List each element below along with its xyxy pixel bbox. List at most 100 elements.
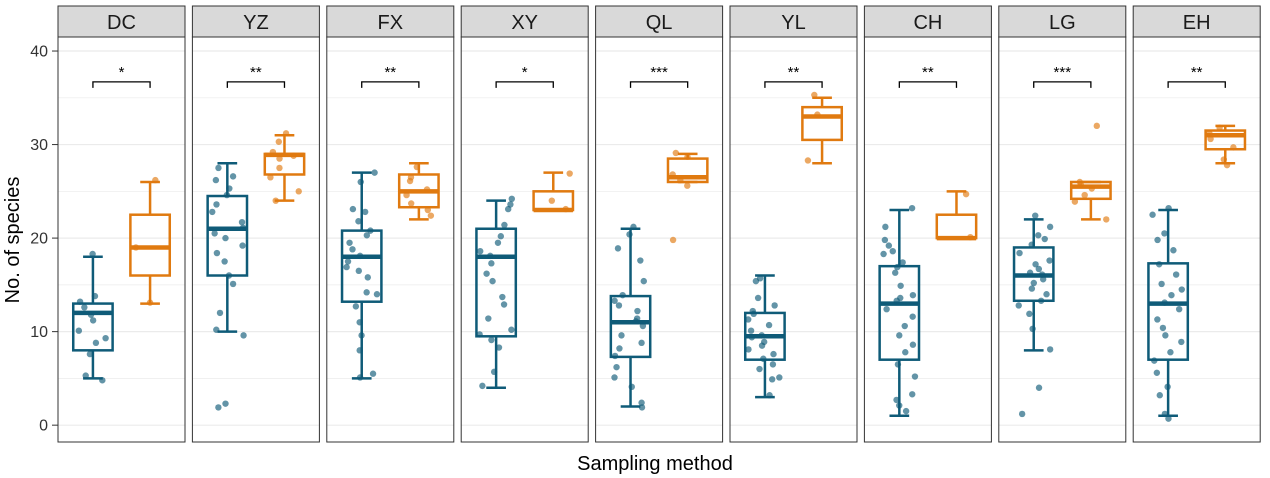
facet-strip: [998, 5, 1127, 38]
data-point: [501, 221, 508, 229]
data-point: [1230, 144, 1237, 151]
data-point: [769, 361, 777, 368]
facet-panel-border: [998, 36, 1127, 443]
data-point: [1172, 271, 1180, 278]
facet-panel-border: [57, 36, 186, 443]
data-point: [1207, 135, 1214, 143]
data-point: [760, 355, 767, 362]
data-point: [756, 365, 763, 373]
data-point: [276, 164, 283, 172]
facet-strip: [460, 5, 589, 38]
data-point: [364, 274, 371, 281]
facet-strip: [729, 5, 858, 38]
data-point: [1168, 291, 1175, 299]
data-point: [967, 233, 974, 241]
data-point: [768, 376, 776, 383]
group2-box: [263, 130, 306, 204]
facet-strip: [191, 5, 320, 38]
data-point: [902, 407, 910, 415]
data-point: [902, 349, 909, 356]
data-point: [479, 382, 486, 390]
data-point: [1162, 332, 1169, 339]
data-point: [497, 233, 505, 240]
data-point: [407, 200, 415, 207]
facet-yz: YZ **: [191, 5, 320, 443]
data-point: [776, 374, 783, 381]
group2-box: [935, 190, 978, 241]
data-point: [99, 377, 106, 384]
data-point: [962, 190, 970, 198]
data-point: [684, 182, 691, 189]
data-point: [1165, 204, 1172, 212]
data-point: [229, 173, 237, 180]
data-point: [618, 332, 625, 339]
facet-panel-background: [192, 37, 320, 442]
facet-panel-background: [326, 37, 454, 442]
data-point: [611, 374, 618, 381]
data-point: [1077, 181, 1085, 188]
data-point: [267, 174, 274, 181]
group2-box: [801, 91, 844, 165]
group2-box: [129, 176, 172, 306]
group1-box: [743, 274, 786, 399]
box-iqr: [801, 105, 844, 142]
data-point: [371, 169, 378, 176]
data-point: [1216, 124, 1223, 131]
data-point: [909, 291, 917, 299]
significance-label: **: [788, 64, 800, 81]
data-point: [413, 163, 421, 171]
data-point: [213, 326, 220, 333]
data-point: [669, 171, 676, 178]
data-point: [669, 236, 677, 244]
data-point: [1156, 392, 1163, 399]
data-point: [638, 339, 645, 347]
data-point: [548, 197, 556, 204]
data-point: [146, 299, 154, 306]
data-point: [1161, 410, 1169, 418]
data-point: [909, 341, 917, 348]
facet-panel-border: [863, 36, 992, 443]
data-point: [215, 164, 222, 172]
facet-label: XY: [511, 12, 538, 34]
data-point: [613, 363, 620, 371]
data-point: [1035, 384, 1043, 391]
facet-xy: XY *: [460, 5, 589, 443]
data-point: [403, 191, 410, 199]
data-point: [766, 392, 773, 399]
data-point: [1039, 276, 1047, 283]
facet-strip: [326, 5, 455, 38]
data-point: [562, 205, 569, 213]
facet-panel-border: [191, 36, 320, 443]
data-point: [911, 373, 919, 380]
data-point: [626, 231, 633, 238]
data-point: [349, 246, 356, 253]
facet-panel-background: [461, 37, 589, 442]
data-point: [495, 344, 503, 351]
data-point: [881, 236, 889, 244]
facet-panels: DC * YZ ** FX ** XY * QL *** YL ** CH ** LG *** EH **: [57, 5, 1261, 443]
data-point: [282, 130, 290, 137]
data-point: [508, 326, 515, 333]
data-point: [89, 250, 96, 258]
data-point: [1165, 415, 1172, 422]
data-point: [272, 197, 279, 204]
box-iqr: [71, 302, 114, 352]
data-point: [1030, 279, 1037, 287]
data-point: [883, 305, 890, 313]
data-point: [677, 176, 684, 184]
data-point: [499, 293, 506, 301]
data-point: [1029, 325, 1036, 333]
data-point: [909, 313, 916, 320]
data-point: [892, 269, 899, 276]
data-point: [1103, 216, 1110, 223]
data-point: [222, 234, 229, 242]
data-point: [611, 352, 619, 360]
facet-panel-background: [730, 37, 857, 442]
data-point: [748, 334, 756, 341]
data-point: [476, 331, 483, 338]
significance-label: ***: [1054, 64, 1072, 81]
data-point: [1178, 338, 1185, 346]
data-point: [483, 270, 490, 277]
data-point: [1170, 247, 1177, 254]
data-point: [132, 244, 140, 251]
